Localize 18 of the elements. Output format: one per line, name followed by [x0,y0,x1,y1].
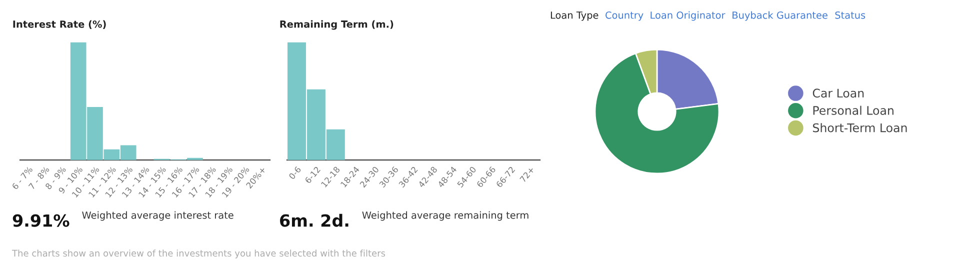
legend-label: Personal Loan [813,106,894,115]
text: Country [606,11,644,21]
text: 9.91% [12,214,70,227]
chart-title: Interest Rate (%) [13,20,106,29]
text: Weighted average interest rate [82,211,234,221]
text: Buyback Guarantee [732,11,828,21]
text: Status [835,11,866,19]
legend-label: Short-Term Loan [812,123,907,132]
x-tick-label: 0-6 [288,166,302,180]
x-tick-label: 72+ [520,166,535,183]
legend-label: Car Loan [812,88,864,98]
text: The charts show an overview of the investments you have selected with the filters [12,250,386,258]
chart-title: Remaining Term (m.) [280,20,394,30]
donut-slice [594,52,720,174]
text: 6m. 2d. [280,214,348,227]
text: Loan Originator [650,11,726,21]
chart-title: Loan Type [550,12,598,21]
text: Weighted average remaining term [362,211,528,221]
